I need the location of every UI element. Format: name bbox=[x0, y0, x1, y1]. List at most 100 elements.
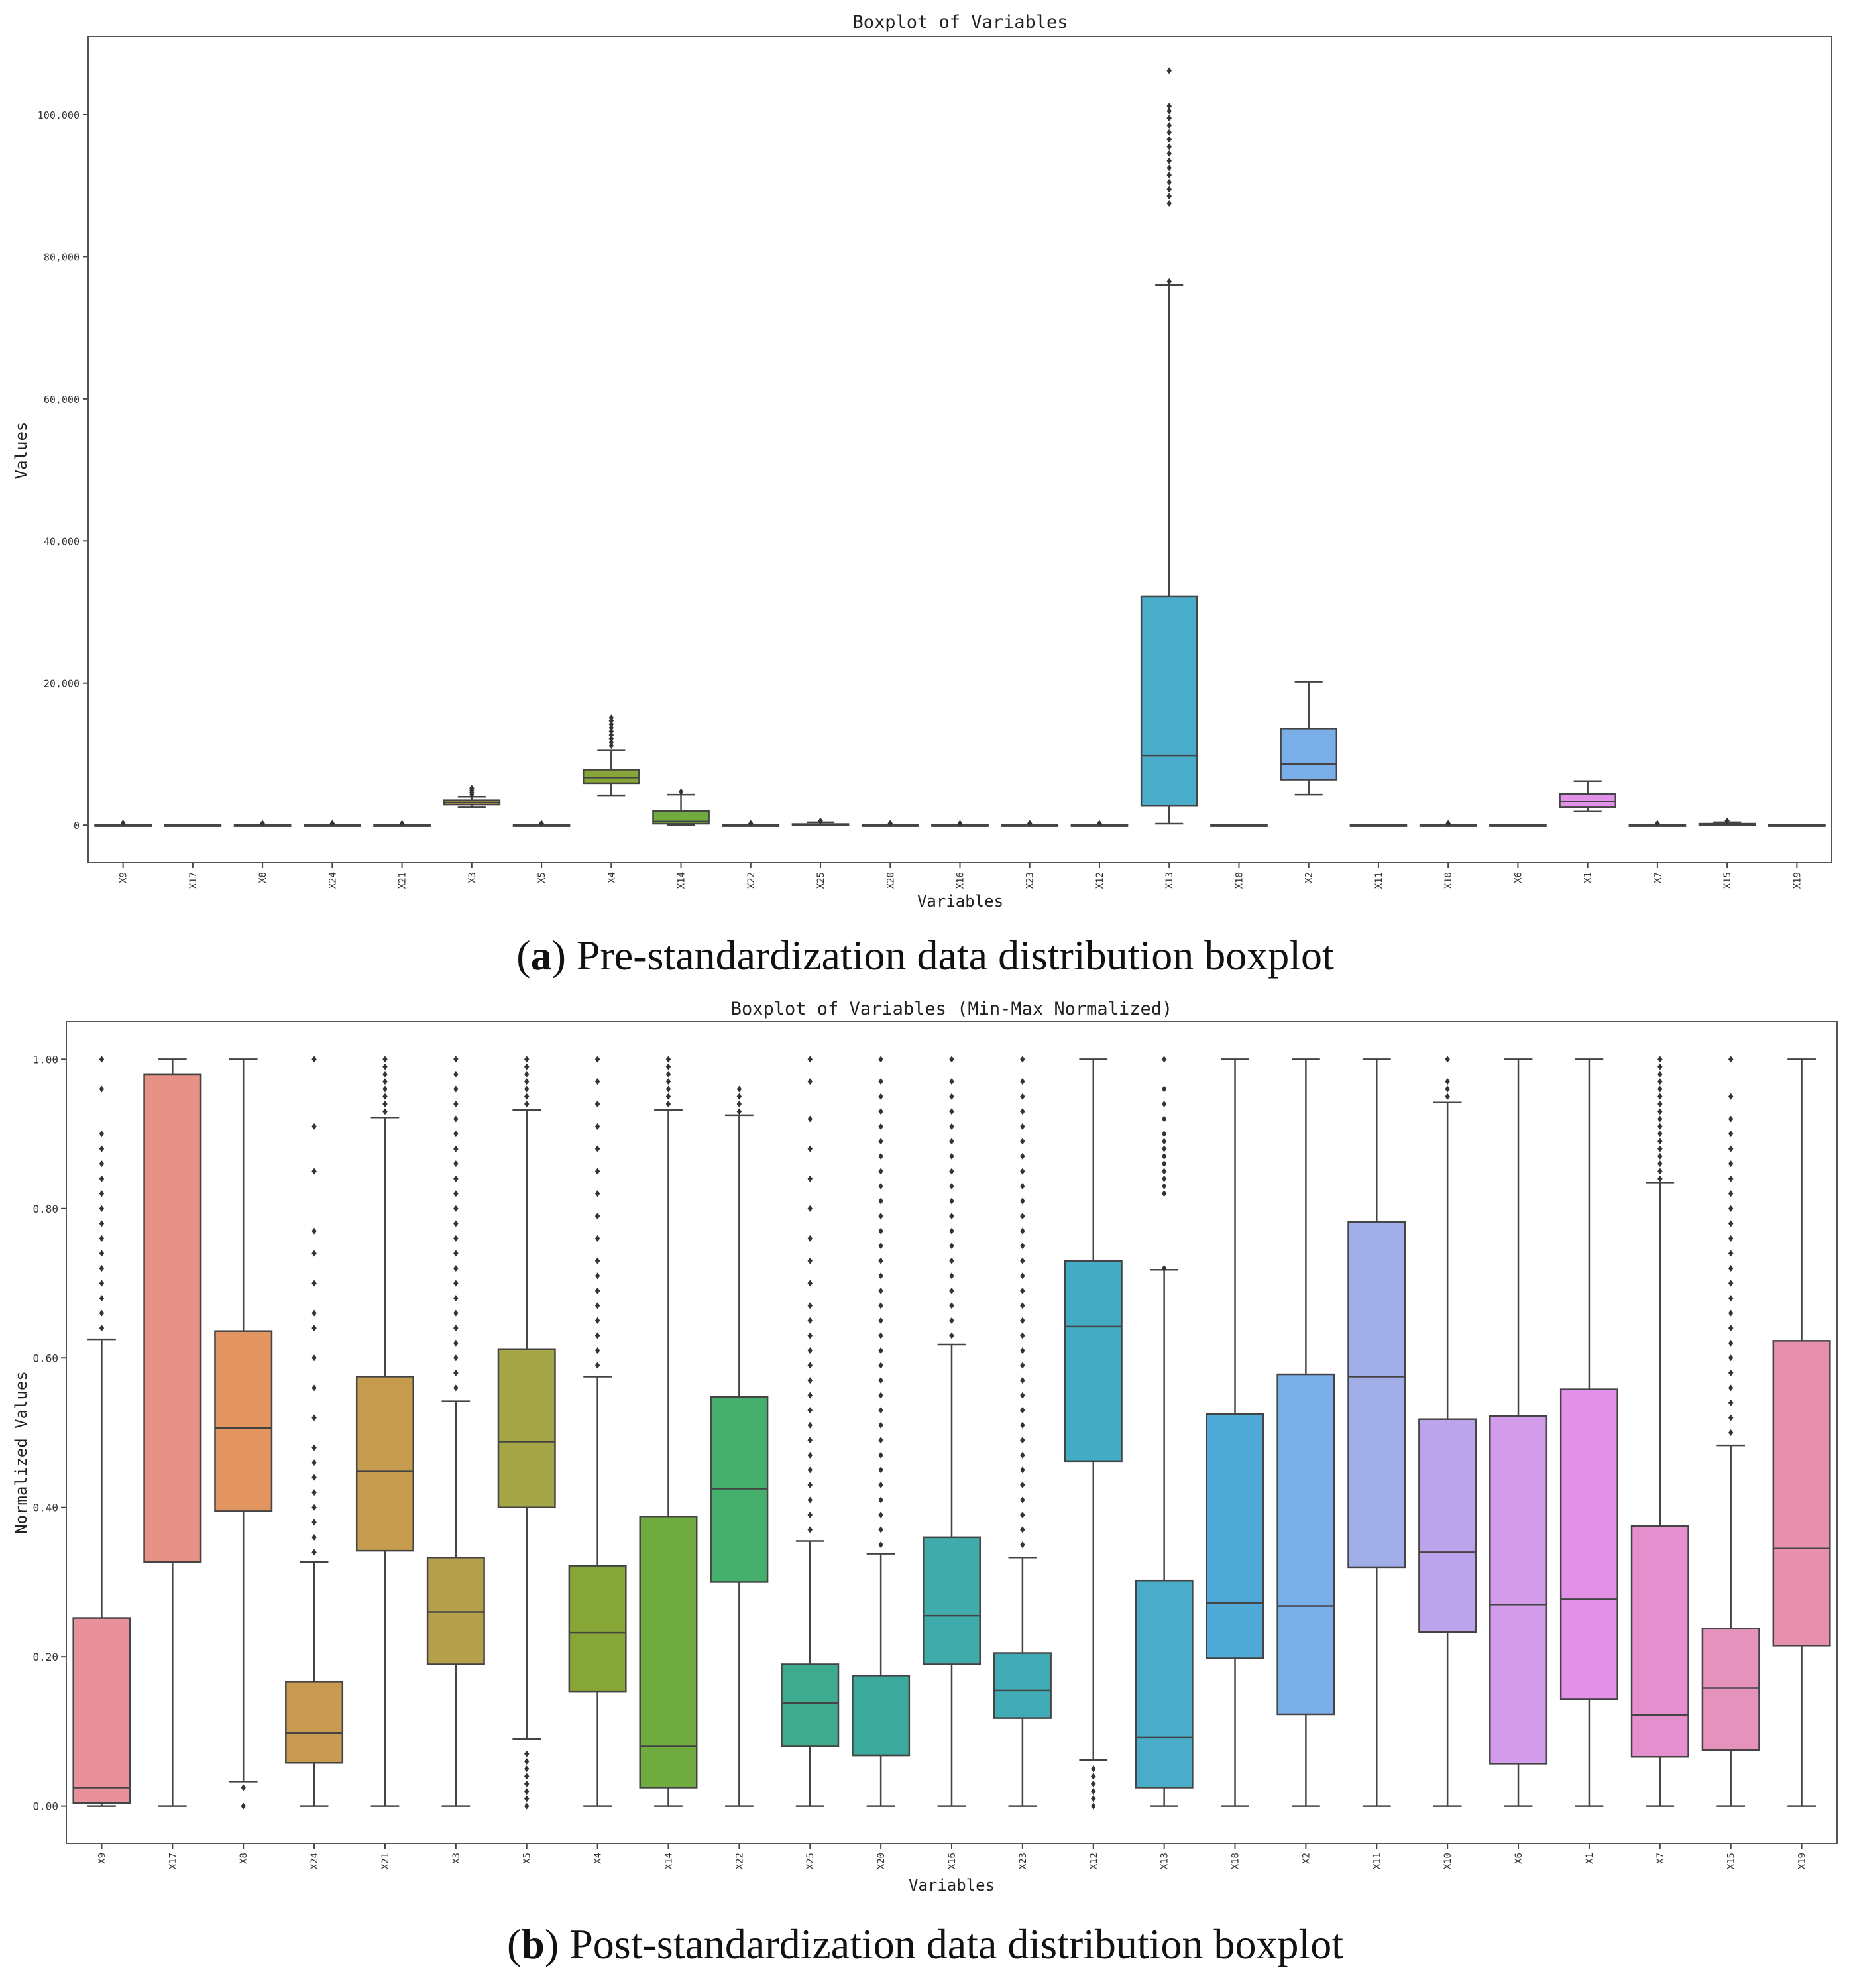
outlier-point bbox=[453, 1070, 459, 1077]
box-X6 bbox=[1489, 824, 1547, 827]
outlier-point bbox=[878, 1481, 883, 1488]
box-X6 bbox=[1489, 1058, 1548, 1807]
outlier-point bbox=[1657, 1175, 1663, 1182]
x-tick-label: X25 bbox=[816, 872, 826, 889]
outlier-point bbox=[878, 1056, 883, 1063]
outlier-point bbox=[878, 1152, 883, 1160]
outlier-point bbox=[1166, 278, 1172, 285]
outlier-point bbox=[736, 1085, 742, 1093]
outlier-point bbox=[1728, 1056, 1734, 1063]
outlier-point bbox=[736, 1093, 742, 1100]
outlier-point bbox=[878, 1302, 883, 1309]
outlier-point bbox=[878, 1541, 883, 1549]
outlier-point bbox=[453, 1056, 459, 1063]
outlier-point bbox=[807, 1332, 813, 1339]
outlier-point bbox=[1020, 1466, 1025, 1474]
outlier-point bbox=[1020, 1481, 1025, 1488]
outlier-point bbox=[311, 1474, 317, 1481]
outlier-point bbox=[453, 1205, 459, 1212]
outlier-point bbox=[1166, 150, 1172, 157]
outlier-point bbox=[807, 1421, 813, 1429]
outlier-point bbox=[1020, 1242, 1025, 1250]
outlier-point bbox=[241, 1784, 246, 1791]
x-tick-label: X19 bbox=[1792, 872, 1803, 889]
outlier-point bbox=[1728, 1250, 1734, 1257]
outlier-point bbox=[878, 1227, 883, 1235]
outlier-point bbox=[1657, 1070, 1663, 1077]
outlier-point bbox=[311, 1384, 317, 1392]
chart-a-plot-frame bbox=[87, 36, 1832, 863]
box-X18 bbox=[1210, 824, 1268, 827]
outlier-point bbox=[524, 1773, 530, 1780]
box-X8 bbox=[233, 820, 292, 827]
outlier-point bbox=[1445, 1085, 1450, 1093]
outlier-point bbox=[807, 1056, 813, 1063]
outlier-point bbox=[665, 1063, 671, 1070]
x-tick-label: X7 bbox=[1655, 1853, 1666, 1864]
outlier-point bbox=[99, 1056, 105, 1063]
outlier-point bbox=[1728, 1369, 1734, 1376]
box-X23 bbox=[1001, 820, 1059, 827]
outlier-point bbox=[1728, 1414, 1734, 1421]
outlier-point bbox=[878, 1377, 883, 1384]
outlier-point bbox=[949, 1287, 954, 1294]
x-tick-label: X7 bbox=[1653, 872, 1663, 883]
iqr-box bbox=[1064, 1260, 1123, 1463]
x-tick-label: X11 bbox=[1374, 872, 1384, 889]
box-X3 bbox=[443, 785, 501, 808]
box-X17 bbox=[143, 1058, 202, 1807]
outlier-point bbox=[807, 1235, 813, 1242]
iqr-box bbox=[426, 1557, 485, 1665]
chart-b-plot-frame bbox=[66, 1021, 1838, 1844]
outlier-point bbox=[1657, 1108, 1663, 1115]
outlier-point bbox=[594, 1257, 600, 1264]
iqr-box bbox=[652, 810, 710, 825]
chart-b-xlabel: Variables bbox=[909, 1876, 995, 1895]
outlier-point bbox=[1166, 143, 1172, 150]
outlier-point bbox=[878, 1272, 883, 1280]
outlier-point bbox=[524, 1758, 530, 1765]
outlier-point bbox=[1728, 1235, 1734, 1242]
chart-a-boxes bbox=[94, 67, 1826, 827]
x-tick-label: X1 bbox=[1585, 1853, 1595, 1864]
outlier-point bbox=[878, 1526, 883, 1533]
outlier-point bbox=[99, 1325, 105, 1332]
outlier-point bbox=[949, 1213, 954, 1220]
y-tick-label: 20,000 bbox=[44, 678, 80, 690]
outlier-point bbox=[878, 1362, 883, 1369]
outlier-point bbox=[807, 1512, 813, 1518]
x-tick-label: X19 bbox=[1797, 1853, 1808, 1869]
outlier-point bbox=[1020, 1078, 1025, 1085]
caption-b-letter: b bbox=[521, 1920, 545, 1967]
outlier-point bbox=[469, 785, 475, 792]
outlier-point bbox=[524, 1802, 530, 1810]
box-X11 bbox=[1347, 1058, 1406, 1807]
outlier-point bbox=[807, 1347, 813, 1354]
outlier-point bbox=[594, 1145, 600, 1152]
chart-b-x-axis: X9 X17 X8 X24 X21 X3 X5 X4 X14 X22 X25 X20 X16 X23 X12… bbox=[97, 1844, 1808, 1869]
box-X14 bbox=[639, 1056, 698, 1807]
outlier-point bbox=[453, 1309, 459, 1317]
caption-a: (a) Pre-standardization data distributio… bbox=[516, 932, 1334, 979]
outlier-point bbox=[878, 1407, 883, 1414]
outlier-point bbox=[120, 819, 126, 826]
outlier-point bbox=[453, 1295, 459, 1302]
x-tick-label: X13 bbox=[1164, 872, 1175, 889]
x-tick-label: X5 bbox=[522, 1853, 533, 1864]
outlier-point bbox=[1166, 172, 1172, 179]
outlier-point bbox=[878, 1466, 883, 1474]
outlier-point bbox=[1166, 122, 1172, 129]
outlier-point bbox=[311, 1459, 317, 1466]
outlier-point bbox=[99, 1160, 105, 1168]
outlier-point bbox=[524, 1101, 530, 1107]
outlier-point bbox=[1166, 186, 1172, 193]
box-X2 bbox=[1280, 681, 1338, 796]
outlier-point bbox=[1091, 1765, 1096, 1773]
outlier-point bbox=[524, 1078, 530, 1085]
outlier-point bbox=[1728, 1325, 1734, 1332]
y-tick-label: 1.00 bbox=[32, 1053, 58, 1066]
outlier-point bbox=[878, 1213, 883, 1220]
outlier-point bbox=[949, 1257, 954, 1264]
x-tick-label: X4 bbox=[606, 872, 617, 883]
x-tick-label: X14 bbox=[677, 872, 687, 889]
